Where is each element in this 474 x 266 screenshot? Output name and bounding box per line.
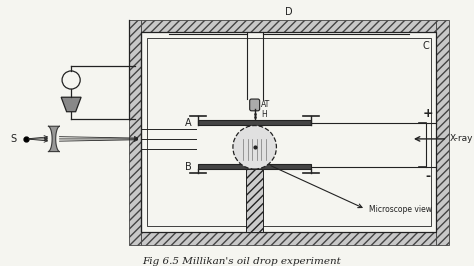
Text: H: H bbox=[261, 110, 267, 119]
Text: B: B bbox=[185, 161, 191, 172]
Bar bbox=[141, 20, 436, 32]
Text: Microscope view: Microscope view bbox=[369, 205, 432, 214]
Bar bbox=[147, 38, 430, 226]
Polygon shape bbox=[61, 97, 81, 112]
Text: D: D bbox=[285, 7, 292, 18]
Circle shape bbox=[233, 126, 276, 169]
Bar bbox=[198, 120, 311, 125]
Bar bbox=[141, 32, 436, 232]
Text: -: - bbox=[425, 170, 430, 183]
Text: A: A bbox=[185, 118, 191, 128]
Text: +: + bbox=[422, 107, 433, 120]
FancyBboxPatch shape bbox=[250, 99, 260, 111]
Bar bbox=[128, 20, 141, 244]
Bar bbox=[246, 169, 263, 232]
Bar bbox=[141, 232, 436, 244]
Polygon shape bbox=[48, 126, 60, 152]
Bar bbox=[198, 164, 311, 169]
Text: AT: AT bbox=[261, 101, 270, 109]
Text: X-ray: X-ray bbox=[449, 134, 473, 143]
Text: Fig 6.5 Millikan's oil drop experiment: Fig 6.5 Millikan's oil drop experiment bbox=[142, 257, 340, 266]
Text: C: C bbox=[423, 41, 429, 51]
Bar bbox=[436, 20, 448, 244]
Text: S: S bbox=[10, 134, 16, 144]
